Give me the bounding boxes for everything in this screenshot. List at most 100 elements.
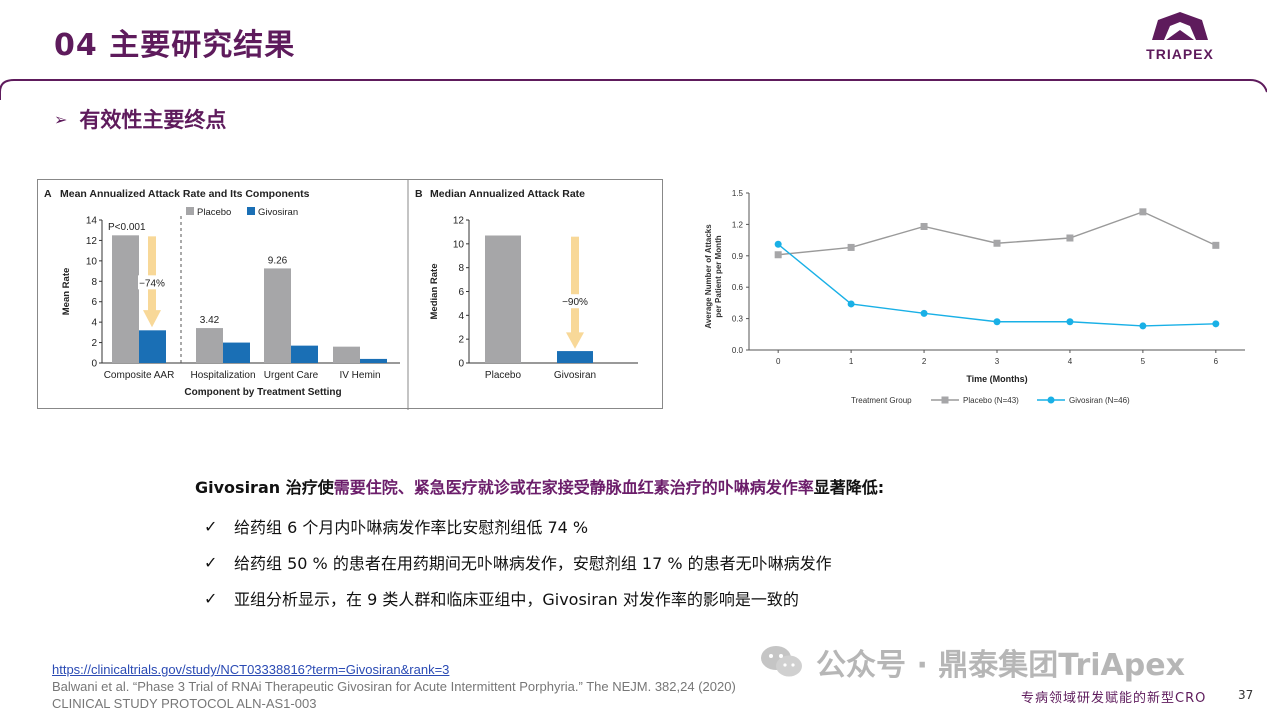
givosiran-bar bbox=[557, 351, 593, 363]
x-tick-label: 6 bbox=[1214, 357, 1219, 366]
y-tick-label: 0.0 bbox=[732, 346, 744, 355]
y-tick-label: 0.9 bbox=[732, 252, 744, 261]
y-axis-label: Mean Rate bbox=[61, 268, 72, 316]
placebo-point bbox=[847, 243, 855, 251]
line-chart-plot: 0.0 0.3 0.6 0.9 1.2 1.5 0 1 2 3 4 5 6 Average Number … bbox=[704, 189, 1245, 405]
givosiran-point bbox=[1212, 320, 1220, 328]
givosiran-bar bbox=[360, 358, 387, 363]
panel-a-letter: A bbox=[44, 188, 52, 200]
givosiran-bar bbox=[291, 345, 318, 363]
givosiran-bar bbox=[223, 342, 250, 363]
bar-charts-panel: A Mean Annualized Attack Rate and Its Co… bbox=[37, 179, 663, 410]
arrow-bullet-icon: ➢ bbox=[54, 110, 68, 129]
placebo-point bbox=[920, 222, 928, 230]
page-number: 37 bbox=[1238, 688, 1254, 702]
y-tick-label: 8 bbox=[458, 263, 464, 274]
y-tick-label: 6 bbox=[458, 287, 464, 298]
finding-item: ✓ 给药组 50 % 的患者在用药期间无卟啉病发作，安慰剂组 17 % 的患者无卟… bbox=[204, 544, 832, 580]
wechat-icon bbox=[761, 646, 802, 677]
y-tick-label: 12 bbox=[86, 236, 98, 247]
legend-placebo-label: Placebo bbox=[197, 207, 231, 218]
watermark-text: 公众号 · 鼎泰集团TriApex bbox=[816, 648, 1185, 683]
x-tick-label: 5 bbox=[1141, 357, 1146, 366]
subtitle-text: 有效性主要终点 bbox=[79, 108, 227, 132]
y-tick-label: 6 bbox=[91, 297, 97, 308]
givosiran-point bbox=[847, 300, 855, 308]
placebo-point bbox=[774, 251, 782, 259]
givosiran-point bbox=[993, 318, 1001, 326]
section-subtitle: ➢ 有效性主要终点 bbox=[54, 104, 226, 134]
logo-text: TRIAPEX bbox=[1146, 46, 1214, 62]
category-label: Composite AAR bbox=[104, 370, 175, 381]
urgent-care-value-label: 9.26 bbox=[268, 255, 288, 266]
page-title: 04 主要研究结果 bbox=[54, 28, 296, 63]
summary-highlight: 需要住院、紧急医疗就诊或在家接受静脉血红素治疗的卟啉病发作率 bbox=[333, 478, 814, 497]
givosiran-line bbox=[777, 243, 1216, 327]
bar-charts-figure: A Mean Annualized Attack Rate and Its Co… bbox=[44, 180, 638, 410]
protocol-text: CLINICAL STUDY PROTOCOL ALN-AS1-003 bbox=[52, 696, 317, 711]
y-tick-label: 10 bbox=[86, 256, 98, 267]
clinicaltrials-link[interactable]: https://clinicaltrials.gov/study/NCT0333… bbox=[52, 662, 450, 677]
x-tick-label: 3 bbox=[995, 357, 1000, 366]
y-axis-label: Median Rate bbox=[429, 264, 440, 320]
legend-givosiran-swatch bbox=[247, 207, 255, 215]
checkmark-icon: ✓ bbox=[204, 516, 218, 536]
panel-b-letter: B bbox=[415, 188, 423, 200]
p-value-label: P<0.001 bbox=[108, 222, 146, 233]
x-axis-label: Time (Months) bbox=[966, 374, 1027, 384]
legend-givosiran-label: Givosiran (N=46) bbox=[1069, 396, 1130, 405]
reduction-label-bg bbox=[561, 294, 589, 309]
y-tick-label: 10 bbox=[453, 239, 465, 250]
legend-givosiran-label: Givosiran bbox=[258, 207, 298, 218]
x-tick-label: 1 bbox=[849, 357, 854, 366]
placebo-point bbox=[1066, 234, 1074, 242]
legend-givosiran-marker bbox=[1047, 396, 1055, 404]
checkmark-icon: ✓ bbox=[204, 552, 218, 572]
y-tick-label: 0 bbox=[91, 359, 97, 370]
placebo-bar bbox=[485, 235, 521, 363]
summary-prefix: Givosiran 治疗使 bbox=[195, 478, 334, 497]
reduction-arrow-shaft bbox=[571, 236, 579, 335]
reduction-label: −74% bbox=[139, 278, 165, 289]
finding-item: ✓ 亚组分析显示，在 9 类人群和临床亚组中，Givosiran 对发作率的影响是… bbox=[204, 580, 832, 616]
givosiran-bar bbox=[139, 330, 166, 363]
givosiran-point bbox=[920, 309, 928, 317]
y-tick-label: 2 bbox=[91, 338, 97, 349]
givosiran-point bbox=[1139, 322, 1147, 330]
finding-text: 亚组分析显示，在 9 类人群和临床亚组中，Givosiran 对发作率的影响是一… bbox=[234, 590, 799, 609]
placebo-bar bbox=[196, 328, 223, 363]
y-tick-label: 12 bbox=[453, 216, 465, 227]
reduction-arrow-head bbox=[566, 332, 584, 349]
y-tick-label: 8 bbox=[91, 277, 97, 288]
citation-text: Balwani et al. “Phase 3 Trial of RNAi Th… bbox=[52, 679, 736, 694]
line-chart-panel: 0.0 0.3 0.6 0.9 1.2 1.5 0 1 2 3 4 5 6 Average Number … bbox=[703, 178, 1263, 410]
placebo-point bbox=[993, 239, 1001, 247]
findings-list: ✓ 给药组 6 个月内卟啉病发作率比安慰剂组低 74 % ✓ 给药组 50 % 的患… bbox=[204, 508, 832, 616]
y-tick-label: 0 bbox=[458, 359, 464, 370]
chart-a-title: Mean Annualized Attack Rate and Its Comp… bbox=[60, 188, 310, 200]
category-label: Hospitalization bbox=[190, 370, 255, 381]
triapex-logo-icon bbox=[1152, 12, 1208, 40]
y-tick-label: 1.2 bbox=[732, 220, 744, 229]
wechat-watermark: 公众号 · 鼎泰集团TriApex bbox=[760, 640, 1185, 684]
category-label: Givosiran bbox=[554, 370, 596, 381]
reduction-arrow-head bbox=[143, 310, 161, 328]
footer-tagline: 专病领域研发赋能的新型CRO bbox=[1021, 691, 1207, 706]
header-divider bbox=[0, 79, 1267, 100]
placebo-point bbox=[1139, 208, 1147, 216]
y-tick-label: 14 bbox=[86, 216, 98, 227]
category-label: IV Hemin bbox=[339, 370, 380, 381]
finding-item: ✓ 给药组 6 个月内卟啉病发作率比安慰剂组低 74 % bbox=[204, 508, 832, 544]
finding-text: 给药组 50 % 的患者在用药期间无卟啉病发作，安慰剂组 17 % 的患者无卟啉… bbox=[234, 554, 832, 573]
reduction-label: −90% bbox=[562, 297, 588, 308]
hospitalization-value-label: 3.42 bbox=[200, 315, 220, 326]
y-tick-label: 0.6 bbox=[732, 283, 744, 292]
line-chart-figure: 0.0 0.3 0.6 0.9 1.2 1.5 0 1 2 3 4 5 6 Average Number … bbox=[704, 189, 1245, 405]
chart-a-plot: 0 2 4 6 8 10 12 14 Mean Rate Composite AAR Hospita… bbox=[61, 216, 400, 398]
checkmark-icon: ✓ bbox=[204, 588, 218, 608]
reduction-arrow-shaft bbox=[148, 236, 156, 313]
references: https://clinicaltrials.gov/study/NCT0333… bbox=[52, 661, 736, 712]
y-axis-label-line1: Average Number of Attacks bbox=[704, 224, 713, 329]
placebo-bar bbox=[112, 235, 139, 363]
summary-suffix: 显著降低: bbox=[813, 478, 885, 497]
